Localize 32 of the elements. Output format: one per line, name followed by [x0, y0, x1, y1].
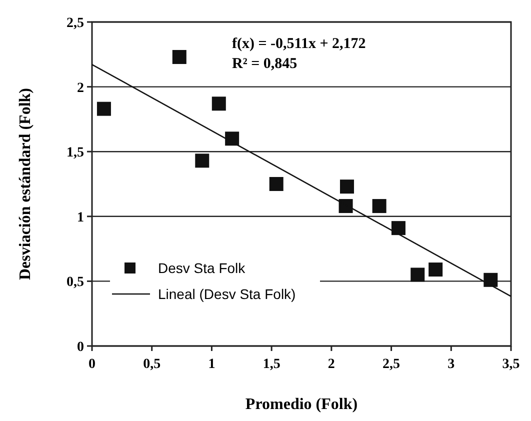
point — [410, 268, 425, 282]
y-tick-label: 1,5 — [66, 146, 84, 161]
point — [484, 272, 498, 287]
y-tick-label: 1 — [77, 210, 84, 226]
point — [269, 177, 284, 191]
point — [172, 50, 186, 64]
x-tick-label: 2 — [328, 357, 335, 372]
y-tick-label: 0 — [77, 340, 84, 355]
x-tick-label: 0,5 — [143, 357, 161, 372]
x-tick-label: 2,5 — [382, 357, 400, 372]
point — [372, 199, 386, 214]
x-tick-label: 3 — [448, 357, 455, 372]
point — [340, 180, 354, 194]
point — [391, 221, 406, 236]
point — [96, 102, 111, 116]
y-axis-title: Desviación estándard (Folk) — [17, 88, 34, 280]
y-tick-label: 0,5 — [66, 275, 84, 290]
x-tick-label: 1,5 — [262, 357, 280, 372]
annotation: f(x) = -0,511x + 2,172 — [232, 36, 366, 52]
x-axis-title: Promedio (Folk) — [245, 396, 358, 413]
point — [195, 154, 210, 168]
y-tick-label: 2,5 — [66, 16, 84, 31]
legend-label: Lineal (Desv Sta Folk) — [158, 286, 296, 302]
y-tick-label: 2 — [77, 80, 84, 96]
legend-label: Desv Sta Folk — [158, 260, 246, 276]
point — [225, 132, 240, 146]
x-tick-label: 0 — [88, 357, 96, 372]
x-tick-label: 3,5 — [502, 357, 520, 372]
point — [212, 96, 226, 111]
annotation: R² = 0,845 — [232, 56, 298, 72]
x-tick-label: 1 — [208, 357, 216, 372]
point — [428, 262, 443, 277]
